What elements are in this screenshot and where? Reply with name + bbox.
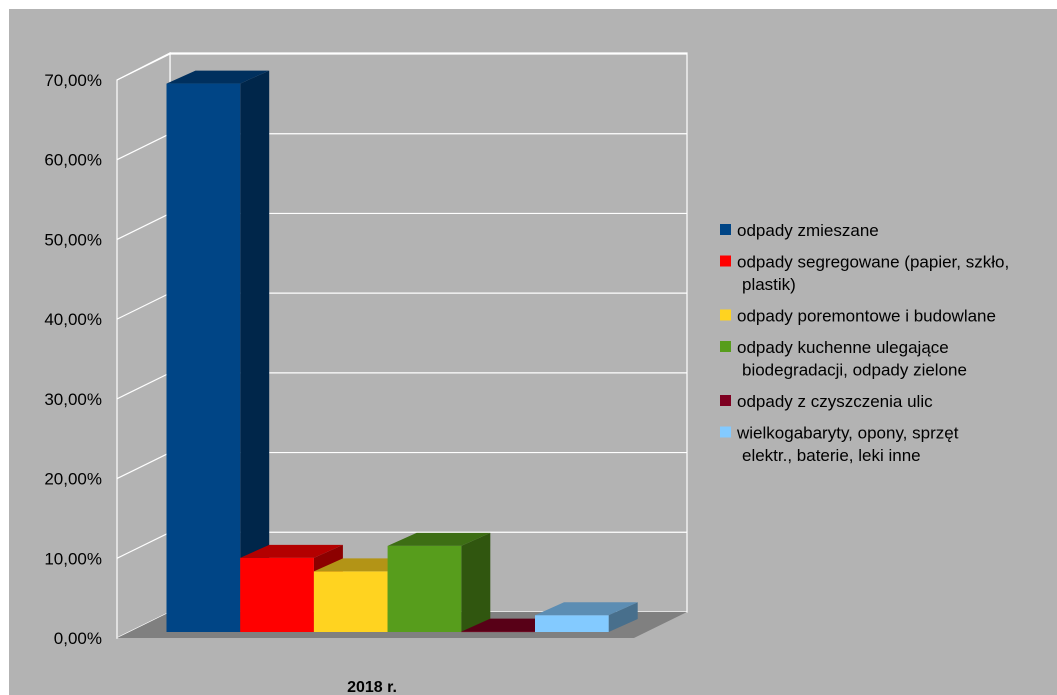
bar-front-face: [166, 83, 241, 632]
side-wall: [116, 52, 171, 639]
bar-side-face: [461, 532, 491, 632]
legend-label: odpady zmieszane: [737, 221, 879, 240]
y-tick-label: 30,00%: [44, 390, 102, 409]
y-tick-label: 40,00%: [44, 310, 102, 329]
legend-item: wielkogabaryty, opony, sprzęt elektr., ba…: [720, 424, 959, 466]
bar-4: [387, 532, 491, 632]
y-tick-label: 50,00%: [44, 230, 102, 249]
bar-front-face: [313, 571, 388, 632]
y-tick-label: 60,00%: [44, 151, 102, 170]
x-category-label: 2018 r.: [347, 679, 397, 695]
legend-swatch: [720, 309, 731, 321]
bar-top-face: [535, 602, 638, 616]
bars: [166, 70, 638, 633]
bar-side-face: [240, 70, 270, 632]
legend-label: odpady z czyszczenia ulic: [737, 392, 933, 411]
bar-front-face: [240, 557, 314, 632]
grid-line-side: [116, 53, 171, 81]
legend-swatch: [720, 341, 731, 352]
legend-swatch: [720, 255, 731, 267]
bar-front-face: [535, 615, 609, 632]
y-tick-label: 20,00%: [44, 470, 102, 489]
bar-top-face: [240, 544, 343, 558]
legend: odpady zmieszane odpady segregowane (papi…: [720, 221, 1009, 465]
y-tick-label: 10,00%: [44, 549, 102, 568]
grid-line-side: [116, 452, 171, 480]
legend-swatch: [720, 395, 731, 406]
legend-item: odpady poremontowe i budowlane: [720, 307, 996, 326]
legend-label: odpady poremontowe i budowlane: [737, 307, 996, 326]
legend-item: odpady segregowane (papier, szkło, plasti…: [720, 253, 1009, 295]
y-tick-label: 0,00%: [54, 629, 102, 648]
bar-1: [166, 70, 270, 632]
legend-item: odpady z czyszczenia ulic: [720, 392, 933, 411]
grid-line-side: [116, 292, 171, 320]
legend-label: odpady segregowane (papier, szkło, plasti…: [737, 253, 1009, 295]
legend-label: wielkogabaryty, opony, sprzęt elektr., ba…: [736, 424, 959, 466]
y-tick-label: 70,00%: [44, 71, 102, 90]
grid-line-side: [116, 372, 171, 400]
grid-line-side: [116, 133, 171, 161]
grid-line-side: [116, 531, 171, 559]
legend-swatch: [720, 426, 731, 438]
bar-6: [535, 602, 638, 632]
grid-line-side: [116, 212, 171, 240]
bar-front-face: [461, 631, 535, 633]
legend-item: odpady zmieszane: [720, 221, 879, 240]
bar-front-face: [387, 545, 462, 632]
bar-top-face: [387, 532, 491, 546]
legend-swatch: [720, 224, 731, 235]
legend-item: odpady kuchenne ulegające biodegradacji, …: [720, 338, 967, 380]
legend-label: odpady kuchenne ulegające biodegradacji, …: [737, 338, 967, 380]
bar-top-face: [166, 70, 270, 84]
y-axis-ticks: 0,00% 10,00% 20,00% 30,00% 40,00% 50,00% 60,00…: [44, 71, 102, 648]
bar-side-face: [608, 602, 638, 632]
